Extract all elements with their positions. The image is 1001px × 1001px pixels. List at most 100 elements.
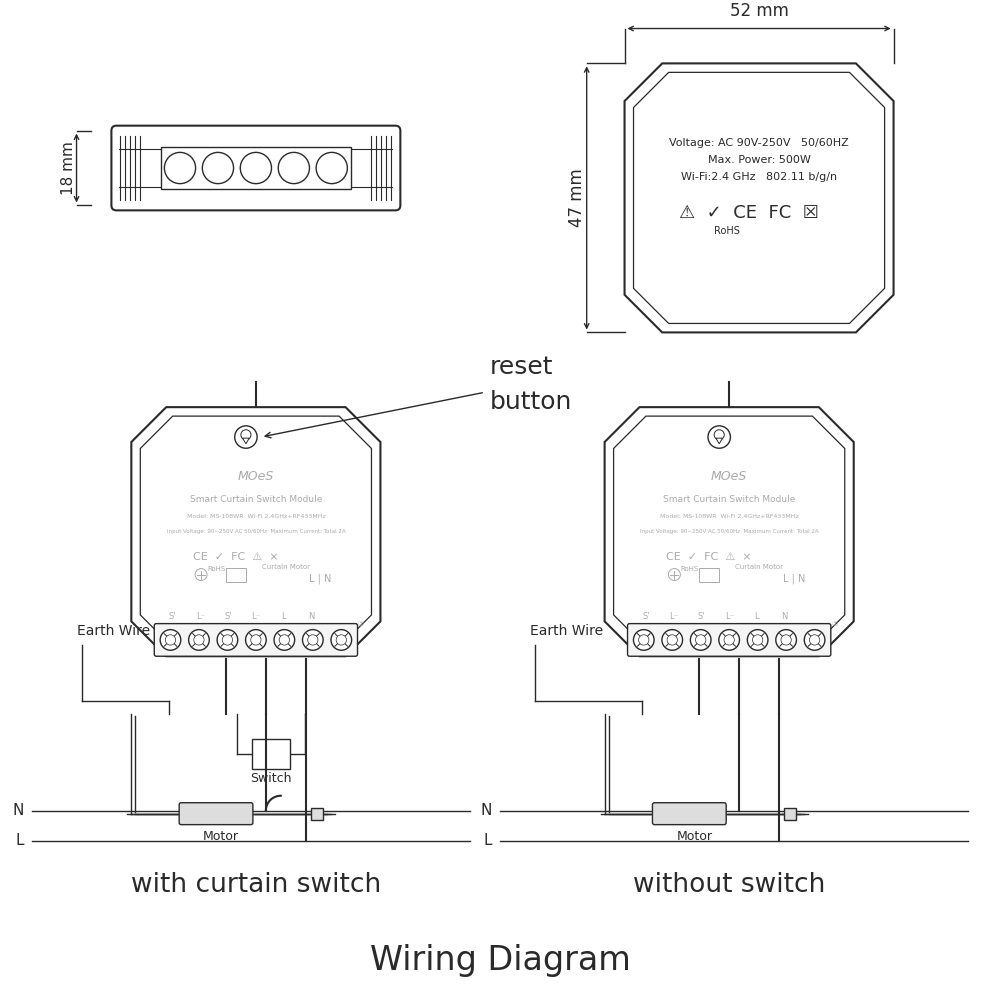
- Circle shape: [691, 630, 711, 651]
- Text: without switch: without switch: [633, 873, 826, 899]
- Text: L⁻: L⁻: [725, 612, 734, 621]
- Text: RoHS: RoHS: [715, 226, 740, 236]
- Text: Input Voltage: 90~250V AC 50/60Hz  Maximum Current: Total 2A: Input Voltage: 90~250V AC 50/60Hz Maximu…: [166, 530, 345, 535]
- Circle shape: [307, 635, 318, 645]
- Text: Wi-Fi:2.4 GHz   802.11 b/g/n: Wi-Fi:2.4 GHz 802.11 b/g/n: [681, 172, 837, 182]
- Text: ②: ②: [831, 621, 838, 627]
- Text: Smart Curtain Switch Module: Smart Curtain Switch Module: [663, 494, 796, 504]
- Polygon shape: [131, 407, 380, 657]
- FancyBboxPatch shape: [111, 126, 400, 210]
- Circle shape: [667, 635, 678, 645]
- Text: reset: reset: [490, 355, 554, 379]
- Circle shape: [719, 630, 740, 651]
- Circle shape: [222, 635, 232, 645]
- Text: N: N: [12, 803, 24, 818]
- Circle shape: [302, 630, 323, 651]
- Text: Motor: Motor: [677, 830, 713, 843]
- Text: button: button: [490, 390, 573, 414]
- Text: L | N: L | N: [309, 574, 332, 584]
- Circle shape: [753, 635, 763, 645]
- Bar: [161, 147, 350, 188]
- Circle shape: [336, 635, 346, 645]
- Text: Earth Wire: Earth Wire: [530, 625, 603, 639]
- Text: L: L: [15, 833, 24, 848]
- Text: Voltage: AC 90V-250V   50/60HZ: Voltage: AC 90V-250V 50/60HZ: [670, 138, 849, 148]
- Circle shape: [241, 429, 251, 439]
- Text: N: N: [308, 612, 314, 621]
- Circle shape: [250, 635, 261, 645]
- Bar: [700, 568, 719, 582]
- Polygon shape: [242, 438, 249, 443]
- Circle shape: [714, 429, 725, 439]
- Text: ⚠  ✓  CE  FC  ☒: ⚠ ✓ CE FC ☒: [679, 204, 819, 222]
- Circle shape: [195, 569, 207, 581]
- Polygon shape: [625, 63, 894, 332]
- Text: L: L: [483, 833, 492, 848]
- Text: 52 mm: 52 mm: [730, 2, 789, 20]
- Text: S': S': [224, 612, 232, 621]
- Text: CE  ✓  FC  ⚠  ⨯: CE ✓ FC ⚠ ⨯: [193, 552, 278, 562]
- Circle shape: [781, 635, 791, 645]
- FancyBboxPatch shape: [653, 803, 726, 825]
- Circle shape: [708, 425, 731, 448]
- Text: L⁻: L⁻: [669, 612, 678, 621]
- Text: L⁻: L⁻: [196, 612, 205, 621]
- Text: S': S': [698, 612, 705, 621]
- Text: MOeS: MOeS: [711, 470, 748, 483]
- Circle shape: [165, 635, 175, 645]
- Circle shape: [634, 630, 654, 651]
- Circle shape: [202, 152, 233, 183]
- Text: S': S': [169, 612, 176, 621]
- Circle shape: [217, 630, 237, 651]
- FancyBboxPatch shape: [179, 803, 253, 825]
- Text: L | N: L | N: [783, 574, 805, 584]
- Text: Motor: Motor: [203, 830, 239, 843]
- Bar: [310, 808, 322, 820]
- Text: Curtain Motor: Curtain Motor: [262, 564, 309, 570]
- Text: S': S': [643, 612, 650, 621]
- Circle shape: [331, 630, 351, 651]
- Text: RoHS: RoHS: [681, 566, 699, 572]
- Circle shape: [279, 635, 289, 645]
- Text: CE  ✓  FC  ⚠  ⨯: CE ✓ FC ⚠ ⨯: [667, 552, 752, 562]
- Circle shape: [188, 630, 209, 651]
- Bar: [226, 568, 246, 582]
- Circle shape: [639, 635, 649, 645]
- Text: Earth Wire: Earth Wire: [76, 625, 150, 639]
- Text: N: N: [782, 612, 788, 621]
- FancyBboxPatch shape: [628, 624, 831, 657]
- Circle shape: [274, 630, 294, 651]
- Bar: [252, 739, 289, 769]
- Polygon shape: [605, 407, 854, 657]
- Text: 18 mm: 18 mm: [61, 141, 76, 195]
- Text: RoHS: RoHS: [207, 566, 225, 572]
- Circle shape: [194, 635, 204, 645]
- Text: Max. Power: 500W: Max. Power: 500W: [708, 155, 811, 165]
- Text: L: L: [281, 612, 286, 621]
- Circle shape: [234, 425, 257, 448]
- Text: MOeS: MOeS: [238, 470, 274, 483]
- Circle shape: [245, 630, 266, 651]
- Text: with curtain switch: with curtain switch: [131, 873, 381, 899]
- Text: Model: MS-108WR  Wi-Fi 2.4GHz+RF433MHz: Model: MS-108WR Wi-Fi 2.4GHz+RF433MHz: [186, 515, 325, 520]
- Polygon shape: [716, 438, 723, 443]
- Text: Model: MS-108WR  Wi-Fi 2.4GHz+RF433MHz: Model: MS-108WR Wi-Fi 2.4GHz+RF433MHz: [660, 515, 799, 520]
- Text: Curtain Motor: Curtain Motor: [735, 564, 783, 570]
- Circle shape: [316, 152, 347, 183]
- Text: N: N: [480, 803, 492, 818]
- Circle shape: [748, 630, 768, 651]
- Circle shape: [662, 630, 683, 651]
- Circle shape: [669, 569, 681, 581]
- Circle shape: [696, 635, 706, 645]
- Circle shape: [240, 152, 271, 183]
- Text: Smart Curtain Switch Module: Smart Curtain Switch Module: [190, 494, 322, 504]
- Text: Wiring Diagram: Wiring Diagram: [369, 944, 631, 977]
- Text: Switch: Switch: [250, 773, 291, 786]
- Circle shape: [776, 630, 797, 651]
- Circle shape: [160, 630, 181, 651]
- Text: ②: ②: [358, 621, 364, 627]
- Text: Input Voltage: 90~250V AC 50/60Hz  Maximum Current: Total 2A: Input Voltage: 90~250V AC 50/60Hz Maximu…: [640, 530, 819, 535]
- Circle shape: [804, 630, 825, 651]
- Text: 47 mm: 47 mm: [568, 168, 586, 227]
- Circle shape: [724, 635, 735, 645]
